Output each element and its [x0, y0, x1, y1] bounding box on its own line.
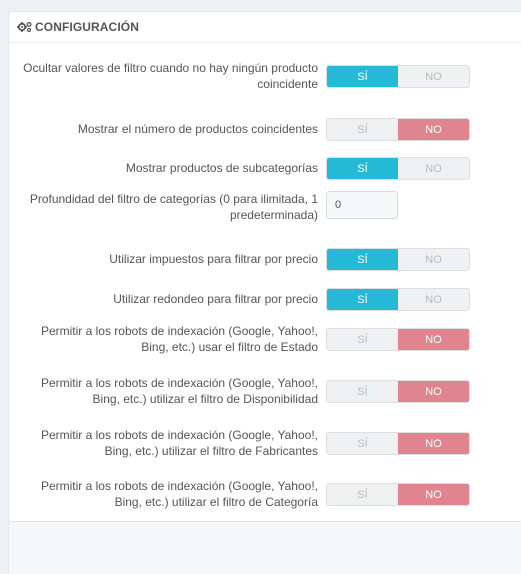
- toggle-yes-option[interactable]: Sí: [327, 289, 398, 310]
- toggle-no-option[interactable]: No: [425, 293, 442, 306]
- toggle-yes-option[interactable]: Sí: [327, 158, 398, 179]
- setting-toggle[interactable]: Sí No: [326, 288, 470, 311]
- setting-toggle[interactable]: Sí No: [326, 380, 470, 403]
- setting-toggle[interactable]: Sí No: [326, 483, 470, 506]
- panel-footer: [8, 522, 521, 574]
- toggle-no-option[interactable]: No: [398, 381, 469, 402]
- toggle-no-option[interactable]: No: [425, 162, 442, 175]
- gears-icon: [17, 21, 33, 33]
- toggle-yes-option[interactable]: Sí: [357, 385, 368, 398]
- toggle-yes-option[interactable]: Sí: [357, 437, 368, 450]
- toggle-yes-option[interactable]: Sí: [327, 66, 398, 87]
- setting-toggle[interactable]: Sí No: [326, 248, 470, 271]
- setting-label: Ocultar valores de filtro cuando no hay …: [23, 61, 318, 91]
- toggle-no-option[interactable]: No: [425, 70, 442, 83]
- toggle-no-option[interactable]: No: [425, 253, 442, 266]
- toggle-no-option[interactable]: No: [398, 484, 469, 505]
- toggle-yes-option[interactable]: Sí: [327, 249, 398, 270]
- setting-toggle[interactable]: Sí No: [326, 432, 470, 455]
- setting-label: Permitir a los robots de indexación (Goo…: [40, 479, 318, 509]
- toggle-no-option[interactable]: No: [398, 119, 469, 140]
- setting-label: Utilizar impuestos para filtrar por prec…: [109, 252, 318, 266]
- setting-label: Mostrar el número de productos coinciden…: [77, 122, 318, 136]
- setting-label: Permitir a los robots de indexación (Goo…: [40, 376, 318, 406]
- toggle-no-option[interactable]: No: [398, 329, 469, 350]
- setting-toggle[interactable]: Sí No: [326, 65, 470, 88]
- setting-label: Profundidad del filtro de categorías (0 …: [29, 192, 318, 222]
- toggle-no-option[interactable]: No: [398, 433, 469, 454]
- setting-toggle[interactable]: Sí No: [326, 118, 470, 141]
- toggle-yes-option[interactable]: Sí: [357, 123, 368, 136]
- panel-heading: Configuración: [9, 12, 521, 43]
- setting-toggle[interactable]: Sí No: [326, 328, 470, 351]
- toggle-yes-option[interactable]: Sí: [357, 488, 368, 501]
- setting-label: Permitir a los robots de indexación (Goo…: [40, 324, 318, 354]
- category-depth-input[interactable]: 0: [326, 191, 398, 219]
- toggle-yes-option[interactable]: Sí: [357, 333, 368, 346]
- panel-title: Configuración: [35, 20, 139, 34]
- setting-label: Mostrar productos de subcategorías: [125, 161, 318, 175]
- setting-label: Permitir a los robots de indexación (Goo…: [40, 428, 318, 458]
- setting-label: Utilizar redondeo para filtrar por preci…: [113, 292, 318, 306]
- setting-toggle[interactable]: Sí No: [326, 157, 470, 180]
